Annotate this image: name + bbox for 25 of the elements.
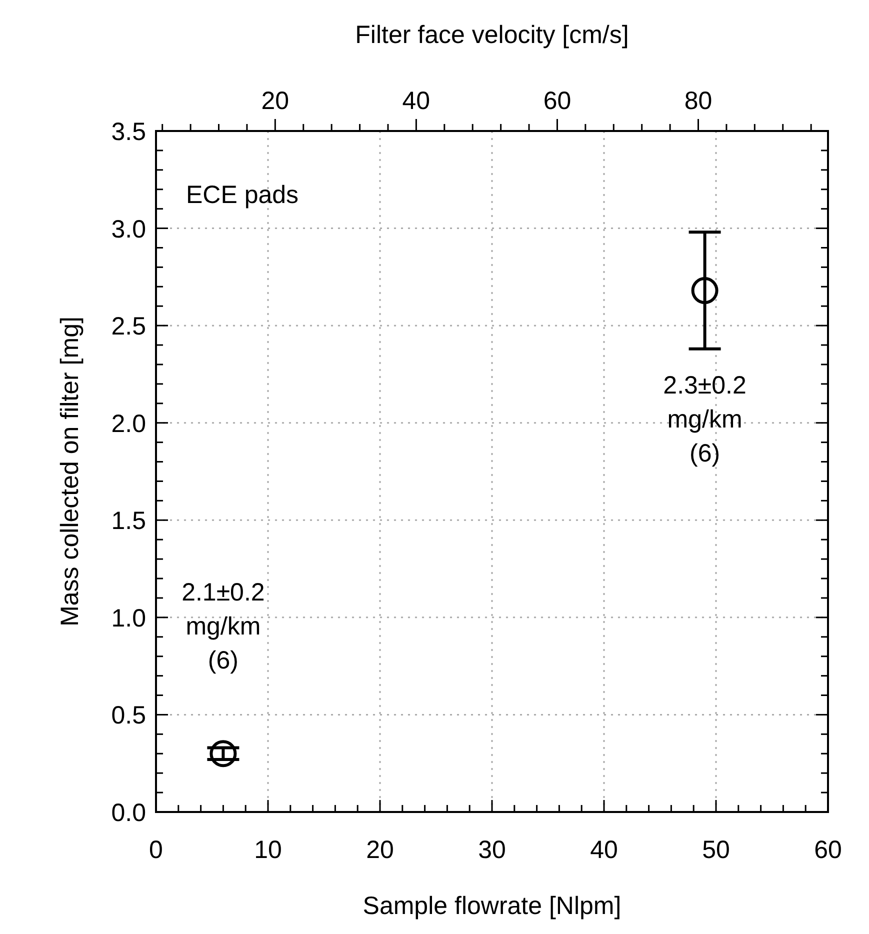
- x-tick-label: 60: [814, 836, 842, 864]
- x2-tick-label: 20: [261, 87, 290, 115]
- annotation: 2.3±0.2 mg/km (6): [663, 372, 746, 468]
- x-tick-label: 30: [478, 836, 506, 864]
- y-tick-label: 0.5: [111, 702, 146, 730]
- x2-tick-label: 40: [402, 87, 430, 115]
- x2-axis-title: Filter face velocity [cm/s]: [355, 21, 629, 49]
- x-axis-title: Sample flowrate [Nlpm]: [362, 892, 622, 920]
- y-tick-label: 1.5: [111, 507, 146, 536]
- x-tick-label: 50: [702, 836, 730, 864]
- y-axis-title: Mass collected on filter [mg]: [56, 316, 84, 626]
- x2-tick-label: 60: [543, 87, 572, 115]
- y-tick-label: 1.0: [111, 604, 146, 632]
- x-tick-label: 40: [590, 836, 618, 864]
- x-tick-label: 10: [254, 836, 282, 864]
- y-tick-label: 2.5: [111, 312, 146, 341]
- annotation: 2.1±0.2 mg/km (6): [182, 578, 265, 675]
- y-tick-label: 3.5: [111, 118, 146, 146]
- y-tick-label: 3.0: [111, 215, 146, 244]
- x2-tick-label: 80: [684, 87, 712, 115]
- annotation: ECE pads: [186, 181, 299, 209]
- x-tick-label: 0: [149, 836, 163, 864]
- x-tick-label: 20: [366, 836, 394, 864]
- y-tick-label: 0.0: [111, 799, 146, 827]
- y-tick-label: 2.0: [111, 410, 146, 438]
